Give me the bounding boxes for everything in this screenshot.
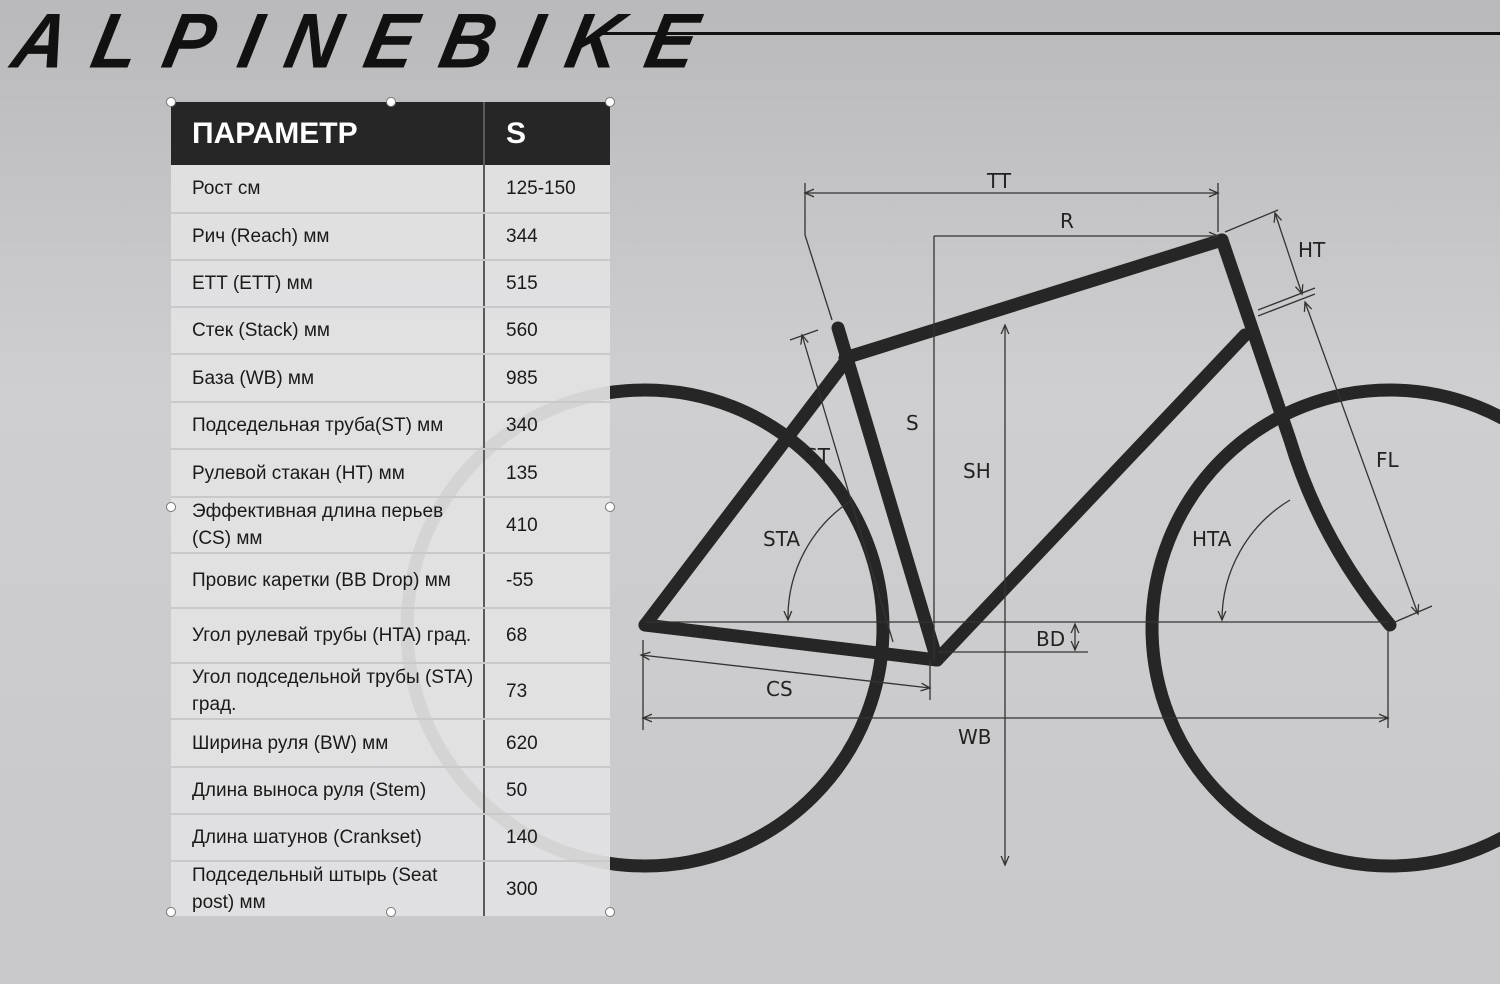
selection-handle[interactable] bbox=[605, 907, 615, 917]
header-parameter: ПАРАМЕТР bbox=[171, 102, 485, 165]
front-wheel bbox=[1145, 383, 1500, 873]
value-cell: 140 bbox=[484, 814, 610, 862]
value-cell: 50 bbox=[484, 767, 610, 815]
seat-tube bbox=[831, 321, 944, 667]
selection-handle[interactable] bbox=[386, 97, 396, 107]
table-row: Подседельная труба(ST) мм 340 bbox=[171, 402, 610, 450]
param-cell: Длина шатунов (Crankset) bbox=[171, 814, 485, 862]
value-cell: 125-150 bbox=[484, 165, 610, 214]
value-cell: -55 bbox=[484, 553, 610, 609]
param-cell: Ширина руля (BW) мм bbox=[171, 719, 485, 768]
table-row: Подседельный штырь (Seat post) мм 300 bbox=[171, 861, 610, 918]
table-row: Угол рулевай трубы (HTA) град. 68 bbox=[171, 608, 610, 664]
selection-handle[interactable] bbox=[166, 907, 176, 917]
label-r: R bbox=[1060, 209, 1074, 233]
label-ht: HT bbox=[1298, 238, 1326, 262]
label-st: ST bbox=[805, 444, 831, 468]
value-cell: 985 bbox=[484, 354, 610, 403]
table-header-row: ПАРАМЕТР S bbox=[171, 102, 610, 165]
label-hta: HTA bbox=[1192, 527, 1232, 551]
table-row: База (WB) мм 985 bbox=[171, 354, 610, 403]
header-divider bbox=[596, 32, 1500, 35]
param-cell: Провис каретки (BB Drop) мм bbox=[171, 553, 485, 609]
table-row: ETT (ETT) мм 515 bbox=[171, 260, 610, 308]
label-bd: BD bbox=[1036, 627, 1065, 651]
seat-stay bbox=[638, 355, 852, 632]
table-row: Рост см 125-150 bbox=[171, 165, 610, 214]
label-cs: CS bbox=[766, 677, 793, 701]
table-row: Длина шатунов (Crankset) 140 bbox=[171, 814, 610, 862]
chain-stay bbox=[638, 618, 944, 667]
down-tube bbox=[930, 328, 1252, 667]
table-row: Ширина руля (BW) мм 620 bbox=[171, 719, 610, 768]
value-cell: 135 bbox=[484, 449, 610, 498]
top-tube bbox=[838, 233, 1229, 365]
label-sta: STA bbox=[763, 527, 800, 551]
selection-handle[interactable] bbox=[166, 502, 176, 512]
param-cell: Рич (Reach) мм bbox=[171, 213, 485, 261]
value-cell: 515 bbox=[484, 260, 610, 308]
param-cell: Подседельный штырь (Seat post) мм bbox=[171, 861, 485, 918]
param-cell: ETT (ETT) мм bbox=[171, 260, 485, 308]
header-size: S bbox=[484, 102, 610, 165]
table-row: Рулевой стакан (HT) мм 135 bbox=[171, 449, 610, 498]
label-tt: TT bbox=[986, 169, 1012, 193]
value-cell: 620 bbox=[484, 719, 610, 768]
table-row: Провис каретки (BB Drop) мм -55 bbox=[171, 553, 610, 609]
size-spec-table: ПАРАМЕТР S Рост см 125-150 Рич (Reach) мм 3… bbox=[171, 102, 610, 918]
param-cell: Угол рулевай трубы (HTA) град. bbox=[171, 608, 485, 664]
label-s: S bbox=[906, 411, 919, 435]
value-cell: 340 bbox=[484, 402, 610, 450]
table-row: Угол подседельной трубы (STA) град. 73 bbox=[171, 663, 610, 720]
value-cell: 560 bbox=[484, 307, 610, 355]
table-row: Рич (Reach) мм 344 bbox=[171, 213, 610, 261]
table-row: Длина выноса руля (Stem) 50 bbox=[171, 767, 610, 815]
value-cell: 410 bbox=[484, 497, 610, 554]
label-sh: SH bbox=[963, 459, 991, 483]
param-cell: Эффективная длина перьев (CS) мм bbox=[171, 497, 485, 554]
value-cell: 73 bbox=[484, 663, 610, 720]
selection-handle[interactable] bbox=[605, 502, 615, 512]
label-wb: WB bbox=[958, 725, 992, 749]
param-cell: Рулевой стакан (HT) мм bbox=[171, 449, 485, 498]
param-cell: Подседельная труба(ST) мм bbox=[171, 402, 485, 450]
param-cell: База (WB) мм bbox=[171, 354, 485, 403]
param-cell: Угол подседельной трубы (STA) град. bbox=[171, 663, 485, 720]
param-cell: Стек (Stack) мм bbox=[171, 307, 485, 355]
label-fl: FL bbox=[1376, 448, 1400, 472]
param-cell: Длина выноса руля (Stem) bbox=[171, 767, 485, 815]
param-cell: Рост см bbox=[171, 165, 485, 214]
selection-handle[interactable] bbox=[386, 907, 396, 917]
selection-handle[interactable] bbox=[605, 97, 615, 107]
value-cell: 344 bbox=[484, 213, 610, 261]
value-cell: 300 bbox=[484, 861, 610, 918]
table-row: Эффективная длина перьев (CS) мм 410 bbox=[171, 497, 610, 554]
table-row: Стек (Stack) мм 560 bbox=[171, 307, 610, 355]
selection-handle[interactable] bbox=[166, 97, 176, 107]
value-cell: 68 bbox=[484, 608, 610, 664]
